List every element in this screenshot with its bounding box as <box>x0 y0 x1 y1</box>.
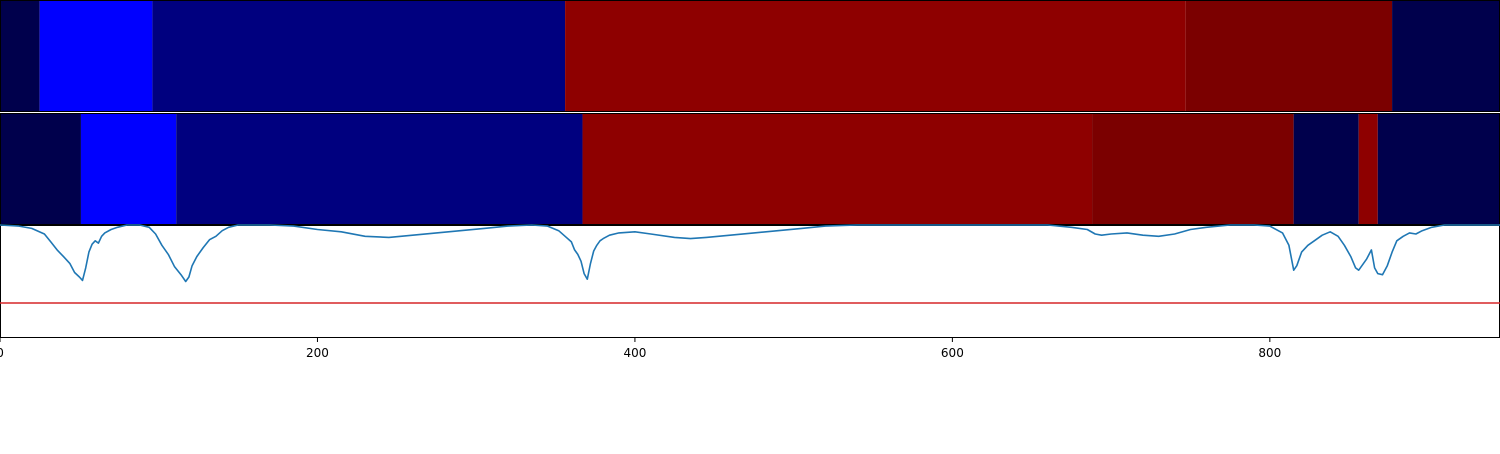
heat-bands <box>0 0 1500 225</box>
x-tick-label-800: 800 <box>1258 346 1281 360</box>
line-panel-frame <box>0 225 1500 338</box>
band-2 <box>0 113 1500 225</box>
x-tick-label-0: 0 <box>0 346 4 360</box>
band-1-segment-6 <box>1392 0 1500 112</box>
series-line <box>0 224 1500 283</box>
band-2-segment-2 <box>80 113 177 225</box>
band-1 <box>0 0 1500 112</box>
band-1-segment-1 <box>0 0 40 112</box>
band-1-segment-4 <box>565 0 1186 112</box>
band-2-segment-1 <box>0 113 81 225</box>
band-1-segment-2 <box>39 0 153 112</box>
band-2-segment-3 <box>176 113 583 225</box>
band-1-segment-3 <box>152 0 566 112</box>
x-axis: 0 200 400 600 800 <box>0 338 1281 360</box>
line-panel <box>0 224 1500 338</box>
x-tick-label-600: 600 <box>941 346 964 360</box>
x-tick-label-400: 400 <box>623 346 646 360</box>
band-2-segment-7 <box>1358 113 1378 225</box>
band-2-segment-5 <box>1092 113 1294 225</box>
band-2-segment-6 <box>1293 113 1359 225</box>
band-2-segment-4 <box>582 113 1093 225</box>
x-tick-label-200: 200 <box>306 346 329 360</box>
band-1-segment-5 <box>1185 0 1393 112</box>
band-2-segment-8 <box>1377 113 1500 225</box>
